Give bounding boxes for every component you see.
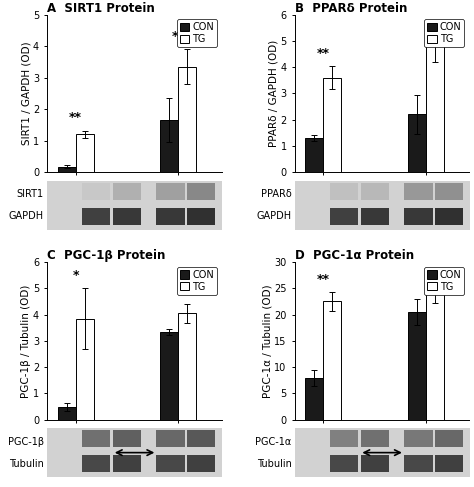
Text: D  PGC-1α Protein: D PGC-1α Protein bbox=[295, 249, 414, 262]
Text: PGC-1α: PGC-1α bbox=[255, 437, 292, 447]
Legend: CON, TG: CON, TG bbox=[177, 19, 217, 47]
Text: **: ** bbox=[69, 112, 82, 124]
Bar bbox=[75, 318, 93, 420]
Bar bbox=[323, 77, 341, 172]
Legend: CON, TG: CON, TG bbox=[424, 19, 465, 47]
Text: A  SIRT1 Protein: A SIRT1 Protein bbox=[47, 1, 155, 15]
Bar bbox=[305, 378, 323, 420]
Text: PPARδ: PPARδ bbox=[261, 189, 292, 199]
Text: Tubulin: Tubulin bbox=[256, 459, 292, 469]
Bar bbox=[305, 138, 323, 172]
Y-axis label: PPARδ / GAPDH (OD): PPARδ / GAPDH (OD) bbox=[269, 40, 279, 147]
Bar bbox=[160, 332, 178, 420]
Bar bbox=[178, 67, 196, 172]
Bar bbox=[58, 167, 75, 172]
Legend: CON, TG: CON, TG bbox=[177, 267, 217, 295]
Text: **: ** bbox=[317, 273, 329, 286]
Bar bbox=[426, 288, 444, 420]
Text: **: ** bbox=[317, 47, 329, 59]
Text: GAPDH: GAPDH bbox=[256, 211, 292, 222]
Bar bbox=[58, 407, 75, 420]
Y-axis label: PGC-1β / Tubulin (OD): PGC-1β / Tubulin (OD) bbox=[21, 284, 31, 397]
Bar bbox=[178, 313, 196, 420]
Legend: CON, TG: CON, TG bbox=[424, 267, 465, 295]
Y-axis label: PGC-1α / Tubulin (OD): PGC-1α / Tubulin (OD) bbox=[263, 284, 273, 398]
Text: **: ** bbox=[172, 30, 185, 43]
Text: B  PPARδ Protein: B PPARδ Protein bbox=[295, 1, 407, 15]
Text: GAPDH: GAPDH bbox=[9, 211, 44, 222]
Text: *: * bbox=[73, 269, 79, 282]
Text: Tubulin: Tubulin bbox=[9, 459, 44, 469]
Bar bbox=[160, 120, 178, 172]
Text: SIRT1: SIRT1 bbox=[17, 189, 44, 199]
Bar bbox=[426, 45, 444, 172]
Y-axis label: SIRT1 / GAPDH (OD): SIRT1 / GAPDH (OD) bbox=[21, 41, 31, 145]
Text: PGC-1β: PGC-1β bbox=[8, 437, 44, 447]
Bar bbox=[75, 134, 93, 172]
Bar bbox=[408, 114, 426, 172]
Text: C  PGC-1β Protein: C PGC-1β Protein bbox=[47, 249, 166, 262]
Bar bbox=[323, 301, 341, 420]
Bar bbox=[408, 312, 426, 420]
